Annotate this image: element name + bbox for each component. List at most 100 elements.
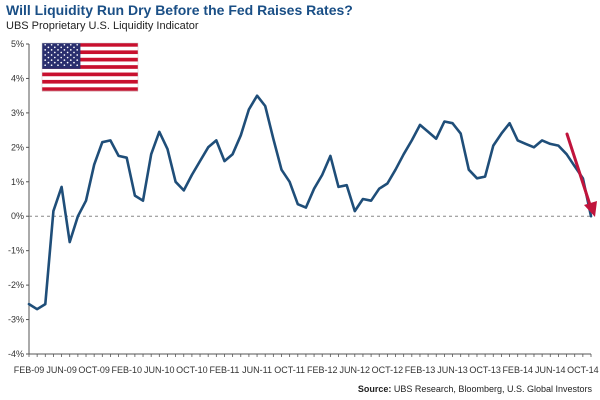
x-tick-label: OCT-12: [372, 365, 404, 375]
y-tick-label: -1%: [8, 246, 24, 256]
flag-stripe: [42, 46, 138, 51]
flag-star: [50, 59, 53, 61]
flag-star: [63, 43, 66, 46]
flag-star: [47, 51, 50, 54]
flag-star: [69, 54, 72, 56]
flag-star: [66, 51, 69, 54]
flag-star: [44, 43, 47, 46]
flag-star: [73, 61, 75, 64]
x-tick-label: FEB-11: [210, 365, 240, 375]
flag-stripe: [42, 87, 138, 92]
flag-stripe: [42, 68, 138, 73]
flag-star: [60, 61, 63, 64]
flag-star: [69, 43, 72, 46]
flag-star: [66, 46, 69, 49]
flag-star: [60, 46, 63, 49]
flag-star: [66, 56, 69, 59]
flag-star: [63, 49, 66, 51]
x-tick-label: OCT-14: [567, 365, 599, 375]
flag-star: [53, 46, 56, 49]
source-label: Source:: [357, 384, 392, 394]
flag-star: [50, 49, 53, 51]
x-tick-label: OCT-11: [274, 365, 305, 375]
trend-arrow: [565, 132, 597, 217]
x-tick-label: OCT-09: [78, 365, 110, 375]
trend-arrow-shaft: [565, 132, 593, 210]
y-tick-label: 2%: [11, 142, 24, 152]
flag-star: [47, 61, 50, 64]
flag-stripe: [42, 83, 138, 88]
flag-border: [41, 42, 139, 92]
x-tick-label: FEB-09: [14, 365, 45, 375]
source-note: Source: UBS Research, Bloomberg, U.S. Gl…: [358, 384, 592, 394]
flag-stripe: [42, 61, 138, 66]
series-line: [27, 94, 593, 311]
flag-star: [57, 59, 59, 61]
x-tick-label: JUN-11: [242, 365, 272, 375]
x-tick-label: OCT-13: [469, 365, 501, 375]
x-tick-label: JUN-09: [46, 365, 77, 375]
flag-star: [57, 43, 59, 46]
flag-stripe: [42, 76, 138, 81]
flag-star: [44, 64, 47, 67]
x-tick-label: OCT-10: [176, 365, 208, 375]
flag-star: [44, 59, 47, 61]
flag-star: [60, 51, 63, 54]
x-tick-label: FEB-14: [502, 365, 533, 375]
flag-star: [76, 59, 79, 61]
flag-star: [76, 43, 79, 46]
x-tick-label: FEB-12: [307, 365, 338, 375]
flag-star: [60, 56, 63, 59]
flag-star: [76, 49, 79, 51]
us-flag-icon: [41, 42, 139, 92]
flag-stripe: [42, 79, 138, 84]
x-axis-ticks: FEB-09 JUN-09 OCT-09 FEB-10 JUN-10 OCT-10 FEB-…: [14, 354, 599, 375]
flag-star: [50, 43, 53, 46]
flag-star: [63, 54, 66, 56]
trend-arrow-head: [584, 201, 597, 217]
flag-star: [57, 64, 59, 67]
flag-star: [53, 61, 56, 64]
flag-star: [53, 51, 56, 54]
chart-axes: [28, 44, 591, 355]
flag-stripe: [42, 50, 138, 55]
y-tick-label: 5%: [11, 39, 24, 49]
flag-star: [57, 54, 59, 56]
flag-star: [69, 49, 72, 51]
source-text: UBS Research, Bloomberg, U.S. Global Inv…: [393, 384, 592, 394]
y-tick-label: -4%: [8, 349, 24, 359]
y-axis-ticks: 5% 4% 3% 2% 1% 0% -1% -2% -3% -4%: [8, 39, 29, 359]
flag-star: [73, 56, 75, 59]
y-tick-label: 1%: [11, 177, 24, 187]
flag-star: [57, 49, 59, 51]
x-tick-label: JUN-14: [535, 365, 566, 375]
flag-star: [47, 56, 50, 59]
series-group: [27, 94, 593, 311]
flag-stripe: [42, 65, 138, 70]
x-tick-label: JUN-13: [437, 365, 468, 375]
flag-star: [50, 54, 53, 56]
x-tick-label: JUN-10: [144, 365, 175, 375]
flag-star: [50, 64, 53, 67]
flag-star: [73, 51, 75, 54]
y-tick-label: 4%: [11, 73, 24, 83]
flag-star: [63, 59, 66, 61]
y-tick-label: -2%: [8, 280, 24, 290]
x-tick-label: FEB-13: [405, 365, 436, 375]
flag-star: [63, 64, 66, 67]
flag-stripe: [42, 43, 138, 47]
flag-star: [66, 61, 69, 64]
flag-star: [47, 46, 50, 49]
y-tick-label: 3%: [11, 108, 24, 118]
flag-star: [53, 56, 56, 59]
y-tick-label: 0%: [11, 211, 24, 221]
flag-star: [44, 54, 47, 56]
flag-star: [69, 64, 72, 67]
flag-stripe: [42, 57, 138, 62]
chart-title: Will Liquidity Run Dry Before the Fed Ra…: [6, 2, 353, 18]
flag-star: [73, 46, 75, 49]
flag-stripe: [42, 72, 138, 77]
flag-star: [44, 49, 47, 51]
x-tick-label: JUN-12: [340, 365, 371, 375]
